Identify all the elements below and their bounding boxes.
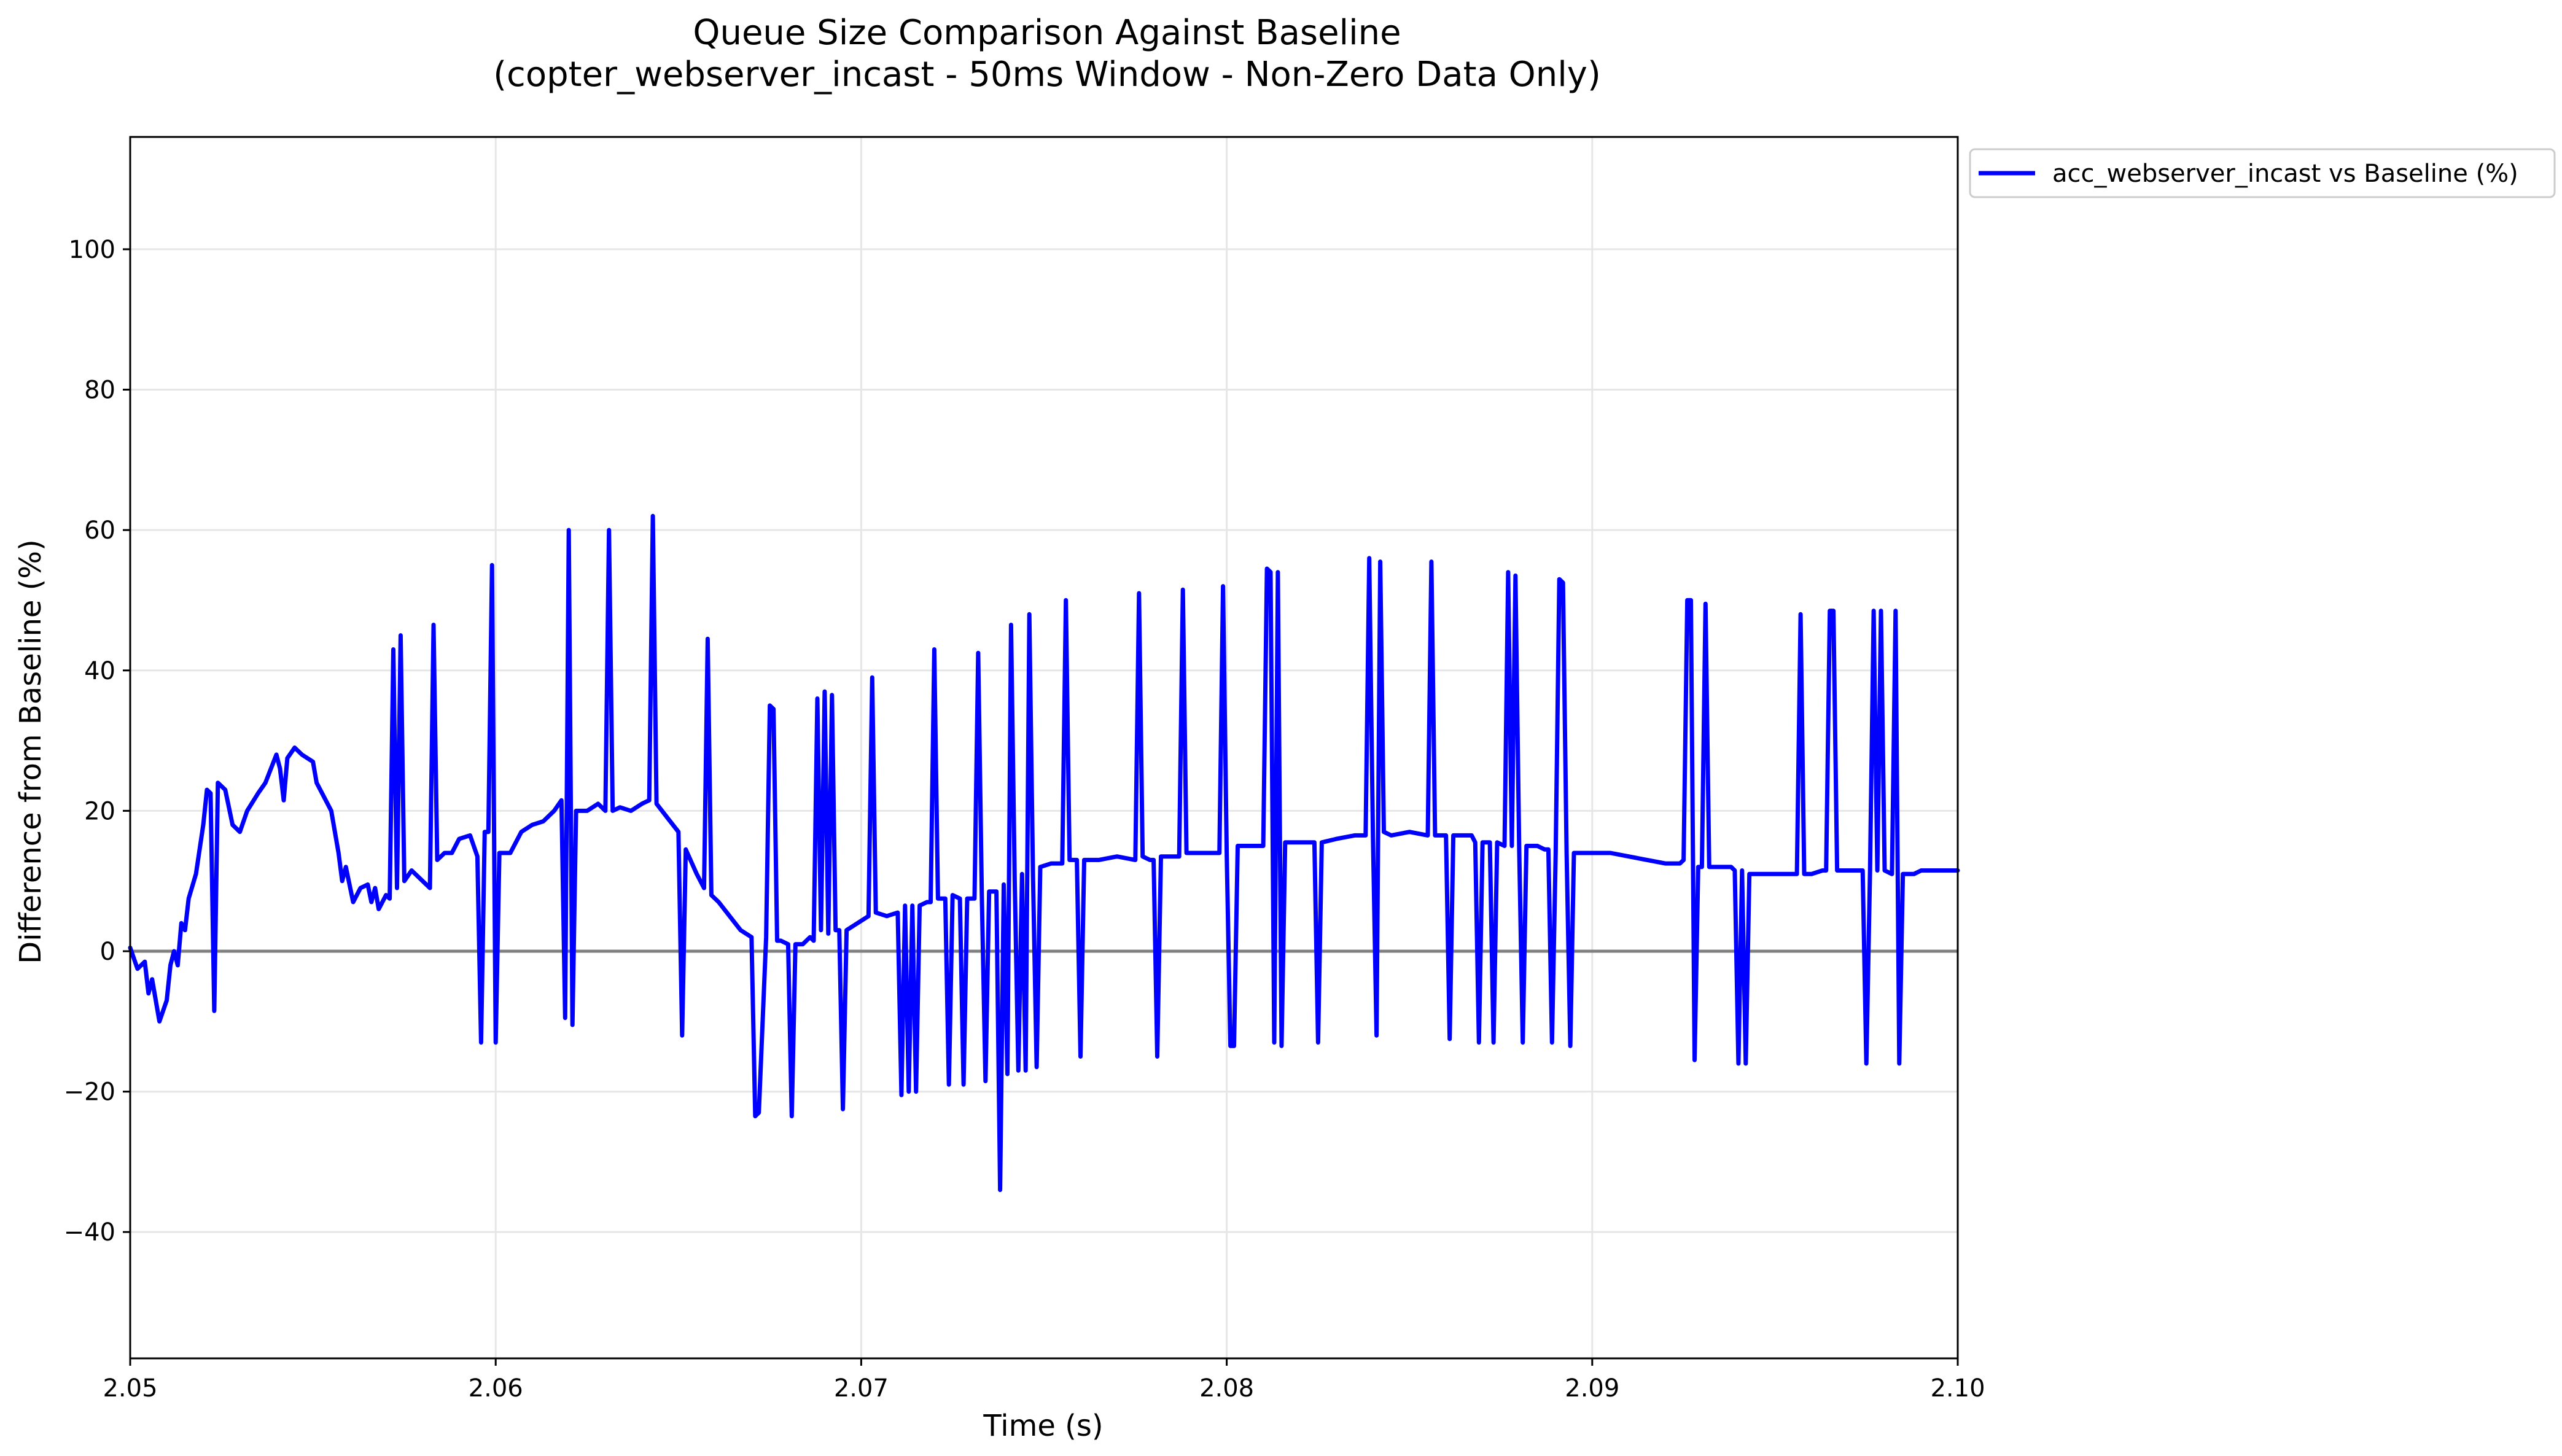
- y-tick-label: 80: [84, 376, 115, 405]
- x-tick-label: 2.07: [834, 1374, 889, 1403]
- y-tick-label: 40: [84, 657, 115, 685]
- plot-area-frame: [129, 136, 1959, 1360]
- legend: acc_webserver_incast vs Baseline (%): [1969, 148, 2556, 198]
- x-tick-label: 2.08: [1199, 1374, 1254, 1403]
- y-tick-label: 60: [84, 516, 115, 545]
- x-tick-label: 2.06: [469, 1374, 523, 1403]
- x-axis-label: Time (s): [983, 1409, 1103, 1443]
- y-tick-label: 20: [84, 797, 115, 825]
- chart-subtitle: (copter_webserver_incast - 50ms Window -…: [493, 55, 1601, 95]
- y-axis-label: Difference from Baseline (%): [14, 539, 48, 964]
- x-tick-label: 2.05: [103, 1374, 157, 1403]
- x-tick-label: 2.10: [1930, 1374, 1985, 1403]
- x-tick-label: 2.09: [1565, 1374, 1619, 1403]
- series-line-1: [128, 513, 1960, 1193]
- legend-box: [1969, 148, 2556, 198]
- chart-title: Queue Size Comparison Against Baseline: [693, 13, 1401, 53]
- y-tick-label: 100: [69, 236, 115, 264]
- y-tick-label: 0: [100, 938, 115, 966]
- y-axis-ticks: −40 −20 0 20 40 60 80 100: [64, 236, 130, 1247]
- x-axis-ticks: 2.05 2.06 2.07 2.08 2.09 2.10: [103, 1358, 1985, 1403]
- y-tick-label: −20: [64, 1078, 115, 1107]
- legend-label-series-1: acc_webserver_incast vs Baseline (%): [2052, 160, 2518, 188]
- series-layer: [128, 513, 1960, 1193]
- y-tick-label: −40: [64, 1218, 115, 1247]
